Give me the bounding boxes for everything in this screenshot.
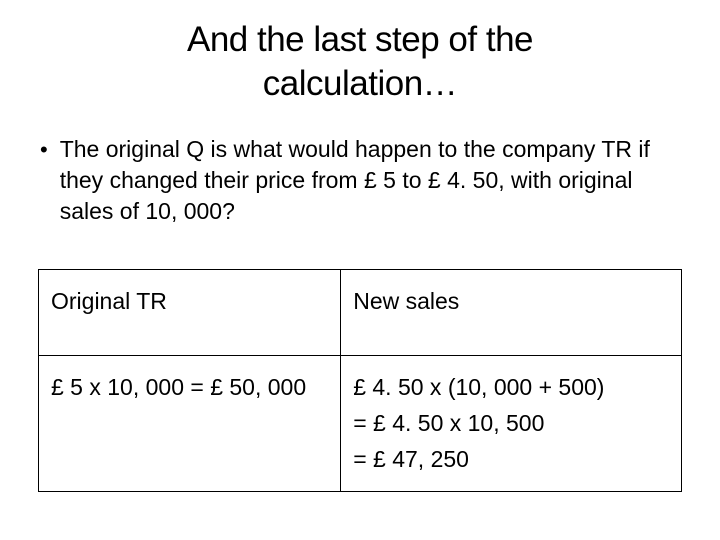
bullet-point: • The original Q is what would happen to…	[38, 134, 682, 227]
bullet-text: The original Q is what would happen to t…	[60, 134, 682, 227]
title-line-1: And the last step of the	[187, 20, 533, 59]
calc-line-3: = £ 47, 250	[353, 446, 469, 472]
header-original-tr: Original TR	[39, 269, 341, 356]
table-data-row: £ 5 x 10, 000 = £ 50, 000 £ 4. 50 x (10,…	[39, 356, 682, 492]
bullet-marker: •	[40, 136, 48, 165]
comparison-table: Original TR New sales £ 5 x 10, 000 = £ …	[38, 269, 682, 493]
calc-line-1: £ 4. 50 x (10, 000 + 500)	[353, 374, 604, 400]
slide-title: And the last step of the calculation…	[38, 18, 682, 106]
cell-new-sales: £ 4. 50 x (10, 000 + 500) = £ 4. 50 x 10…	[341, 356, 682, 492]
header-new-sales: New sales	[341, 269, 682, 356]
calc-line-2: = £ 4. 50 x 10, 500	[353, 410, 544, 436]
title-line-2: calculation…	[263, 64, 457, 103]
cell-original-tr: £ 5 x 10, 000 = £ 50, 000	[39, 356, 341, 492]
table-header-row: Original TR New sales	[39, 269, 682, 356]
